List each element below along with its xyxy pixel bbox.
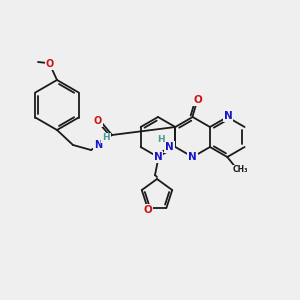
Text: O: O xyxy=(94,116,102,126)
Text: N: N xyxy=(94,140,102,150)
Text: H: H xyxy=(158,136,165,145)
Text: CH₃: CH₃ xyxy=(232,166,248,175)
Text: O: O xyxy=(143,205,152,215)
Text: H: H xyxy=(102,134,110,142)
Text: N: N xyxy=(165,142,174,152)
Text: O: O xyxy=(46,59,54,69)
Text: O: O xyxy=(193,95,202,105)
Text: N: N xyxy=(188,152,197,162)
Text: N: N xyxy=(154,152,162,162)
Text: N: N xyxy=(224,111,233,121)
